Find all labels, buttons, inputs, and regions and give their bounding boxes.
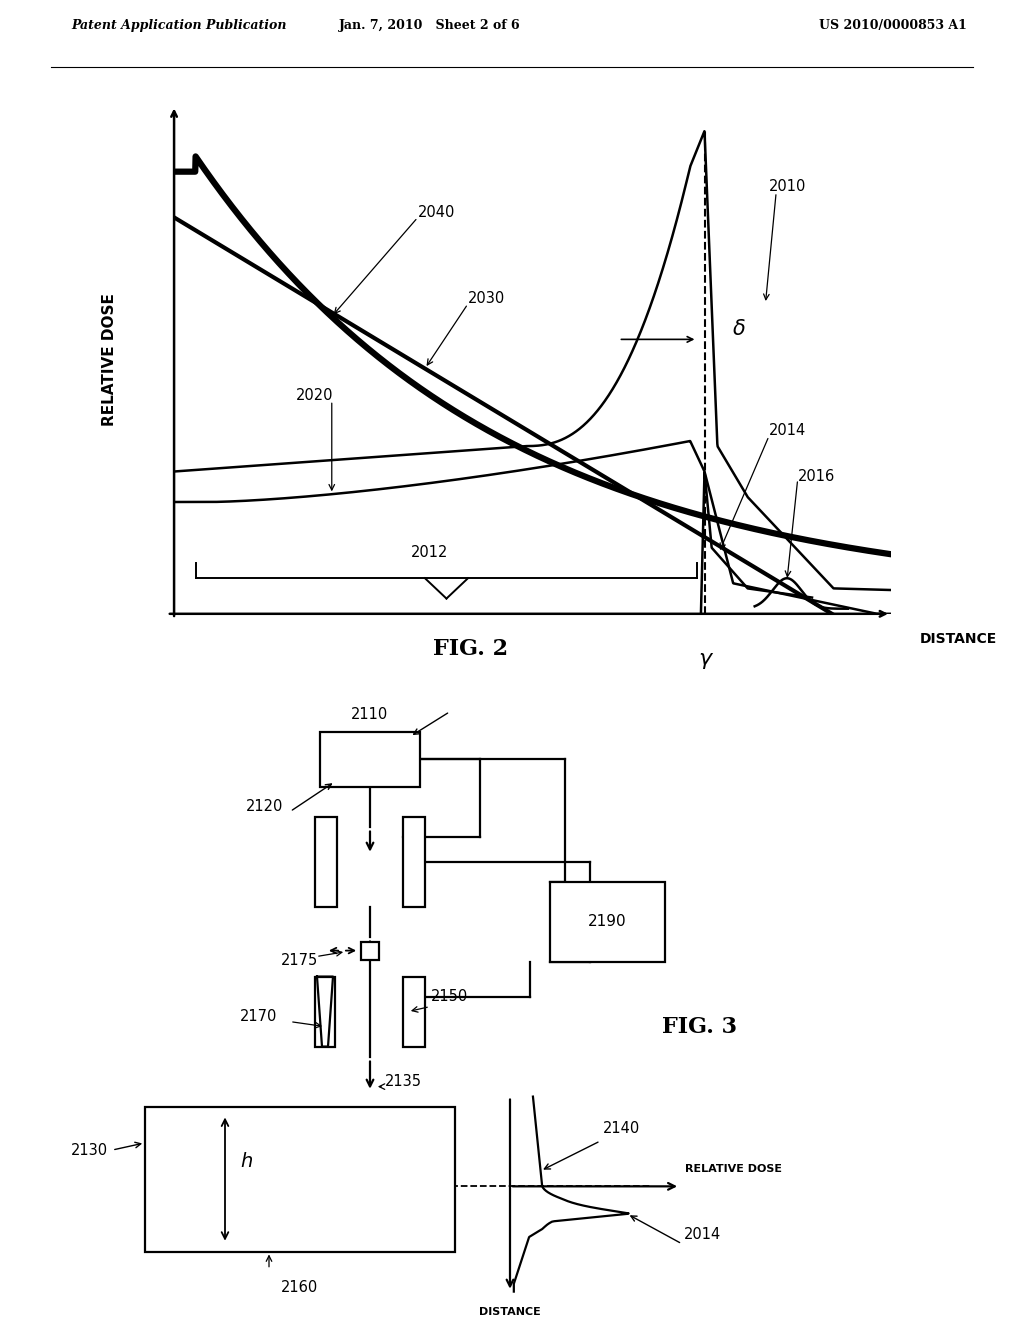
Text: h: h bbox=[240, 1152, 252, 1171]
Text: 2110: 2110 bbox=[351, 706, 389, 722]
Text: 2170: 2170 bbox=[240, 1008, 278, 1024]
Text: 2130: 2130 bbox=[71, 1143, 108, 1158]
Text: 2020: 2020 bbox=[296, 388, 334, 403]
Text: δ: δ bbox=[733, 319, 745, 339]
Text: 2010: 2010 bbox=[769, 180, 806, 194]
Text: 2150: 2150 bbox=[431, 989, 468, 1005]
Text: 2120: 2120 bbox=[247, 799, 284, 814]
Bar bbox=[361, 941, 379, 960]
Text: 2140: 2140 bbox=[602, 1121, 640, 1137]
Bar bbox=[550, 882, 665, 961]
Text: 2012: 2012 bbox=[411, 545, 447, 560]
Text: RELATIVE DOSE: RELATIVE DOSE bbox=[102, 293, 117, 426]
Text: 2014: 2014 bbox=[684, 1226, 721, 1242]
Text: DISTANCE: DISTANCE bbox=[920, 632, 996, 647]
Text: 2190: 2190 bbox=[588, 913, 627, 929]
Bar bbox=[315, 977, 335, 1047]
Text: RELATIVE DOSE: RELATIVE DOSE bbox=[685, 1164, 782, 1175]
Bar bbox=[145, 1106, 455, 1251]
Bar bbox=[315, 817, 337, 907]
Text: 2030: 2030 bbox=[468, 292, 505, 306]
Bar bbox=[403, 817, 425, 907]
Text: 2135: 2135 bbox=[385, 1074, 422, 1089]
Text: DISTANCE: DISTANCE bbox=[479, 1307, 541, 1316]
Text: FIG. 3: FIG. 3 bbox=[663, 1015, 737, 1038]
Bar bbox=[403, 977, 425, 1047]
Text: FIG. 2: FIG. 2 bbox=[433, 639, 509, 660]
Text: 2014: 2014 bbox=[769, 424, 806, 438]
Text: γ: γ bbox=[698, 649, 711, 669]
Text: US 2010/0000853 A1: US 2010/0000853 A1 bbox=[819, 18, 967, 32]
Bar bbox=[319, 731, 420, 787]
Text: 2016: 2016 bbox=[798, 469, 835, 484]
Text: 2040: 2040 bbox=[418, 205, 455, 220]
Text: 2175: 2175 bbox=[281, 953, 318, 968]
Text: Jan. 7, 2010   Sheet 2 of 6: Jan. 7, 2010 Sheet 2 of 6 bbox=[339, 18, 521, 32]
Text: 2160: 2160 bbox=[282, 1279, 318, 1295]
Text: Patent Application Publication: Patent Application Publication bbox=[72, 18, 287, 32]
